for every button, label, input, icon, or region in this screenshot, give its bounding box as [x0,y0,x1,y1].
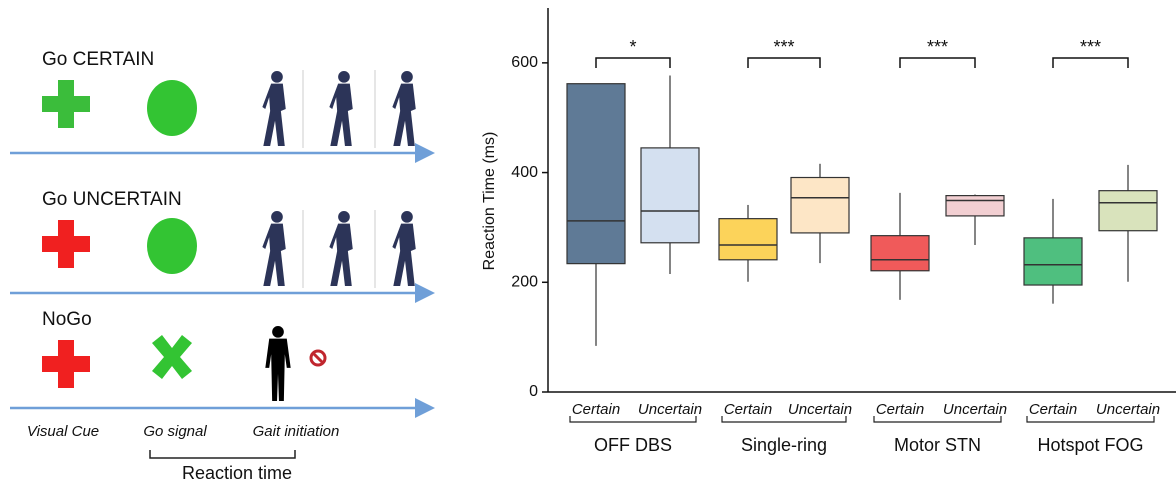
y-tick-label: 0 [529,383,538,400]
significance-bracket [747,57,821,68]
box-label: Uncertain [638,401,702,418]
row-title: Go UNCERTAIN [42,189,182,210]
box-label: Certain [876,401,924,418]
box-label: Certain [1029,401,1077,418]
footer-label: Visual Cue [27,423,99,440]
box [640,147,700,244]
group-label: OFF DBS [594,435,672,455]
y-tick-label: 400 [511,164,538,181]
box [945,195,1005,217]
significance-bracket [595,57,671,68]
box-label: Uncertain [788,401,852,418]
y-tick-label: 600 [511,54,538,71]
significance: *** [927,37,948,57]
task-diagram: Go CERTAIN Go UNCERTAIN NoGo [10,49,435,483]
footer-label: Go signal [143,423,207,440]
group-bracket [1026,416,1155,423]
box-label: Uncertain [943,401,1007,418]
significance-bracket [899,57,976,68]
row-title: NoGo [42,309,92,330]
y-tick-label: 200 [511,274,538,291]
box [790,176,850,234]
box [870,235,930,272]
box [1098,190,1158,232]
group-label: Single-ring [741,435,827,455]
box-label: Certain [572,401,620,418]
group-bracket [873,416,1002,423]
box [718,218,778,261]
footer-label: Gait initiation [253,423,340,440]
bracket-label: Reaction time [182,463,292,483]
y-axis-title: Reaction Time (ms) [481,132,498,271]
box-label: Certain [724,401,772,418]
significance-bracket [1052,57,1129,68]
significance: *** [1080,37,1101,57]
significance: * [629,37,636,57]
significance: *** [773,37,794,57]
group-bracket [721,416,847,423]
row-title: Go CERTAIN [42,49,154,70]
box-label: Uncertain [1096,401,1160,418]
box [566,83,626,265]
group-label: Hotspot FOG [1037,435,1143,455]
group-label: Motor STN [894,435,981,455]
box [1023,237,1083,286]
group-bracket [569,416,697,423]
icons [10,70,435,459]
